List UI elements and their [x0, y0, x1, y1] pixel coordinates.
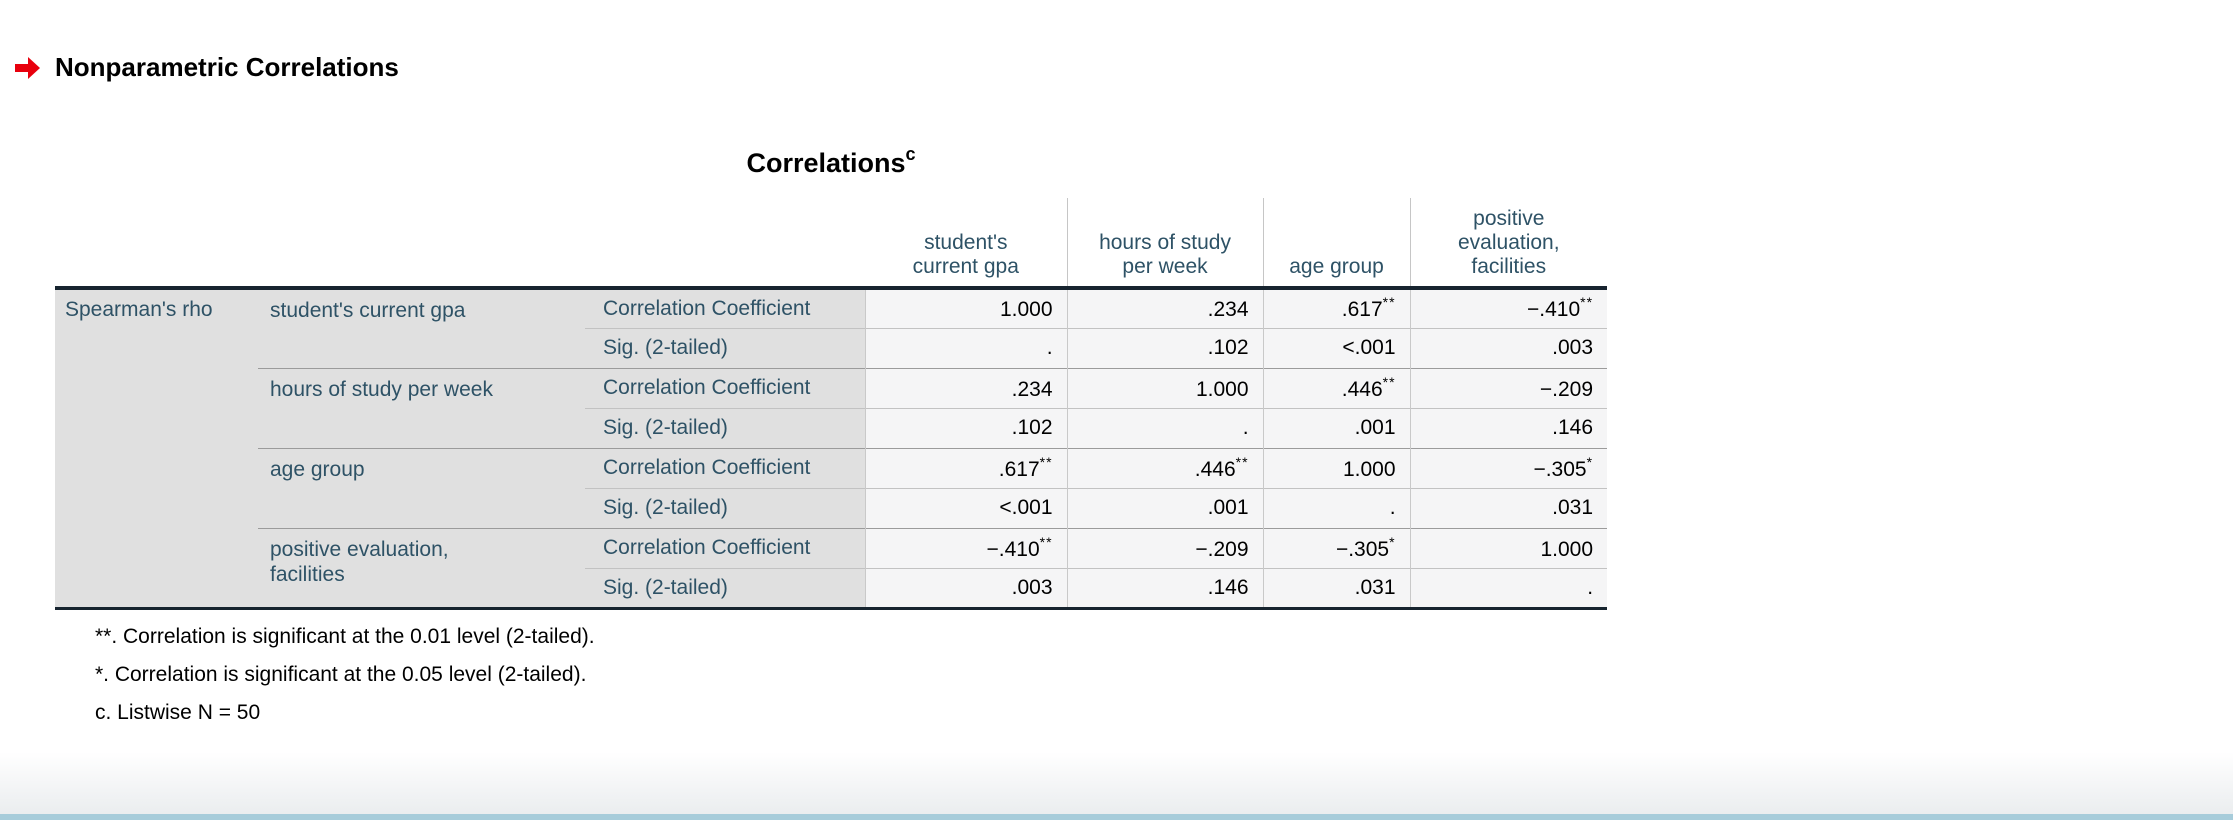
column-header-gpa: student's current gpa — [912, 231, 1019, 278]
corr-cell: .446** — [1066, 447, 1264, 488]
table-footnotes: **. Correlation is significant at the 0.… — [95, 618, 595, 732]
row-variable-label: hours of study per week — [258, 367, 585, 448]
corr-cell: 1.000 — [1066, 367, 1264, 408]
corr-cell: .446** — [1262, 367, 1411, 408]
corr-cell: 1.000 — [864, 286, 1068, 328]
row-variable-label: student's current gpa — [258, 286, 585, 368]
sig-cell: . — [1066, 407, 1264, 448]
sig-cell: .001 — [1066, 487, 1264, 528]
table-row: positive evaluation, facilities Correlat… — [55, 527, 1608, 610]
stat-label: Sig. (2-tailed) — [585, 487, 866, 528]
output-heading: Nonparametric Correlations — [55, 52, 399, 82]
correlations-table[interactable]: student's current gpa hours of study per… — [55, 198, 1608, 610]
sig-cell: .102 — [1066, 327, 1264, 368]
sig-cell: .031 — [1262, 567, 1411, 610]
row-dimension-label: Spearman's rho — [55, 286, 258, 610]
sig-cell: . — [1409, 567, 1608, 610]
corr-cell: −.410** — [864, 527, 1068, 568]
row-variable-label: positive evaluation, facilities — [258, 527, 585, 610]
corr-cell: −.305* — [1409, 447, 1608, 488]
corr-cell: 1.000 — [1409, 527, 1608, 568]
sig-cell: .031 — [1409, 487, 1608, 528]
corr-cell: −.209 — [1066, 527, 1264, 568]
corr-cell: −.410** — [1409, 286, 1608, 328]
stat-label: Correlation Coefficient — [585, 447, 866, 488]
corr-cell: .617** — [1262, 286, 1411, 328]
sig-cell: .001 — [1262, 407, 1411, 448]
sig-cell: .102 — [864, 407, 1068, 448]
corr-cell: .234 — [1066, 286, 1264, 328]
sig-cell: .003 — [1409, 327, 1608, 368]
column-header-row: student's current gpa hours of study per… — [55, 198, 1608, 288]
column-header-age: age group — [1262, 198, 1411, 288]
output-heading-row: Nonparametric Correlations — [15, 52, 399, 83]
sig-cell: . — [864, 327, 1068, 368]
column-header-evaluation: positive evaluation, facilities — [1409, 198, 1608, 288]
bottom-gradient — [0, 752, 2233, 814]
stat-label: Correlation Coefficient — [585, 367, 866, 408]
table-title-text: Correlations — [746, 148, 906, 178]
footnote-significance-01: **. Correlation is significant at the 0.… — [95, 625, 595, 648]
bottom-edge-bar — [0, 814, 2233, 820]
sig-cell: .146 — [1409, 407, 1608, 448]
sig-cell: .146 — [1066, 567, 1264, 610]
table-row: Sig. (2-tailed) . .102 <.001 .003 — [55, 327, 1608, 368]
sig-cell: <.001 — [864, 487, 1068, 528]
table-row: age group Correlation Coefficient .617**… — [55, 447, 1608, 528]
row-variable-label: age group — [258, 447, 585, 528]
table-row: Spearman's rho student's current gpa Cor… — [55, 286, 1608, 610]
stat-label: Correlation Coefficient — [585, 286, 866, 328]
stat-label: Correlation Coefficient — [585, 527, 866, 568]
sig-cell: .003 — [864, 567, 1068, 610]
red-right-arrow-icon — [15, 56, 40, 79]
table-row: Sig. (2-tailed) .102 . .001 .146 — [55, 407, 1608, 448]
footnote-listwise-n: c. Listwise N = 50 — [95, 701, 261, 724]
sig-cell: . — [1262, 487, 1411, 528]
table-title-footnote-marker: c — [905, 144, 916, 164]
stat-label: Sig. (2-tailed) — [585, 567, 866, 610]
corr-cell: −.305* — [1262, 527, 1411, 568]
sig-cell: <.001 — [1262, 327, 1411, 368]
stat-label: Sig. (2-tailed) — [585, 327, 866, 368]
corner-cell — [55, 198, 866, 288]
table-title: Correlationsc — [55, 144, 1607, 179]
corr-cell: −.209 — [1409, 367, 1608, 408]
table-row: Sig. (2-tailed) .003 .146 .031 . — [55, 567, 1608, 610]
footnote-significance-05: *. Correlation is significant at the 0.0… — [95, 663, 587, 686]
table-row: hours of study per week Correlation Coef… — [55, 367, 1608, 448]
table-row: Sig. (2-tailed) <.001 .001 . .031 — [55, 487, 1608, 528]
corr-cell: .234 — [864, 367, 1068, 408]
corr-cell: .617** — [864, 447, 1068, 488]
column-header-hours: hours of study per week — [1066, 198, 1264, 288]
stat-label: Sig. (2-tailed) — [585, 407, 866, 448]
corr-cell: 1.000 — [1262, 447, 1411, 488]
